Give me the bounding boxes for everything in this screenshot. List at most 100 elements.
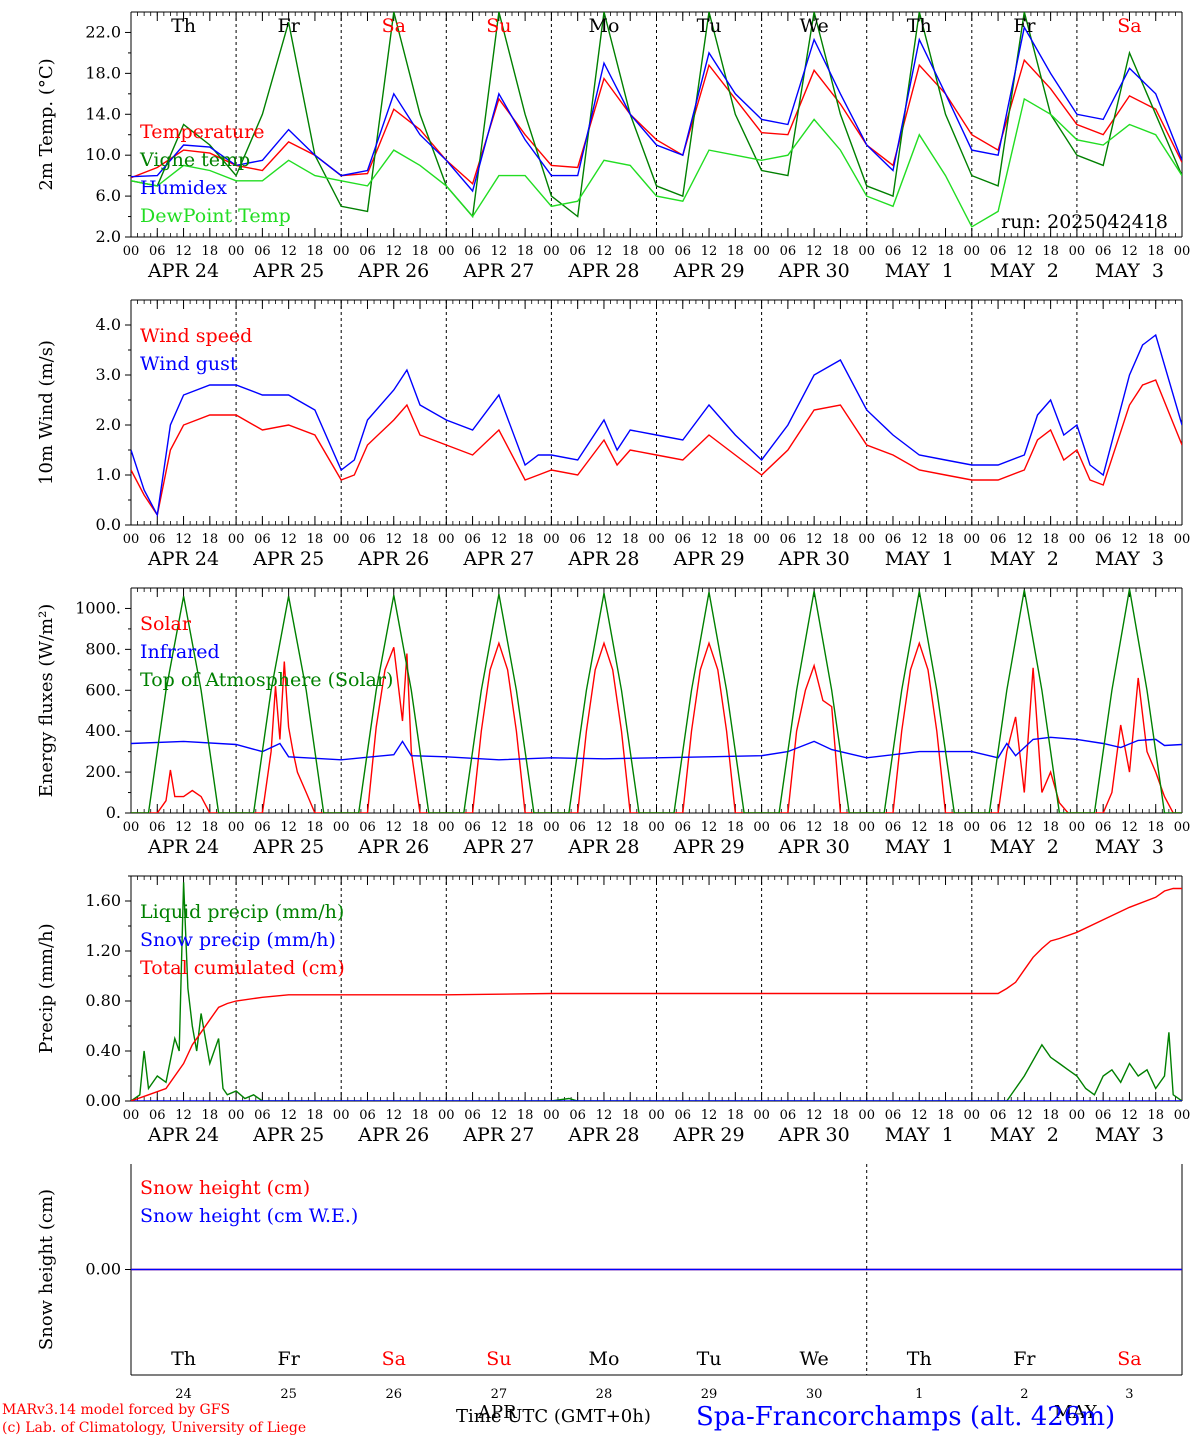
hour-tick-label: 00 [1174,532,1191,547]
hour-tick-label: 18 [937,1108,954,1123]
date-label: APR 26 [357,836,429,858]
series-line-humidex [131,25,1182,193]
y-tick-label: 0. [106,803,121,822]
hour-tick-label: 18 [202,532,219,547]
day-number: 2 [1020,1387,1028,1402]
weekday-label-bottom: Sa [1117,1348,1141,1370]
hour-tick-label: 06 [675,532,692,547]
hour-tick-label: 06 [990,820,1007,835]
hour-tick-label: 18 [307,820,324,835]
hour-tick-label: 12 [596,820,613,835]
hour-tick-label: 00 [333,532,350,547]
hour-tick-label: 18 [1042,1108,1059,1123]
hour-tick-label: 12 [175,1108,192,1123]
hour-tick-label: 12 [1121,1108,1138,1123]
hour-tick-label: 18 [307,1108,324,1123]
hour-tick-label: 18 [307,532,324,547]
y-tick-label: 0.0 [96,515,121,534]
date-label: APR 30 [778,260,850,282]
hour-tick-label: 00 [543,1108,560,1123]
hour-tick-label: 12 [175,820,192,835]
weekday-label: Th [907,15,932,37]
hour-tick-label: 06 [569,532,586,547]
hour-tick-label: 06 [990,532,1007,547]
hour-tick-label: 06 [149,532,166,547]
hour-tick-label: 00 [648,820,665,835]
hour-tick-label: 18 [1147,1108,1164,1123]
hour-tick-label: 00 [438,532,455,547]
hour-tick-label: 18 [622,244,639,259]
hour-tick-label: 12 [1121,820,1138,835]
hour-tick-label: 18 [202,244,219,259]
date-label: APR 28 [567,836,639,858]
hour-tick-label: 18 [517,1108,534,1123]
hour-tick-label: 18 [727,244,744,259]
hour-tick-label: 12 [806,244,823,259]
y-tick-label: 1000. [75,598,121,617]
series-line-dewpoint-temp [131,97,1182,228]
hour-tick-label: 18 [1042,244,1059,259]
hour-tick-label: 18 [412,532,429,547]
panel-precip: 00 06 12 18 00 06 12 18 00 06 12 18 00 06 12 18 00 06 12 18… [36,875,1190,1146]
run-label: run: 2025042418 [1001,211,1168,233]
date-label: MAY 2 [990,260,1059,282]
y-tick-label: 6.0 [96,186,121,205]
weekday-label-bottom: Sa [382,1348,406,1370]
y-tick-label: 22.0 [85,22,121,41]
day-number: 26 [385,1387,402,1402]
date-label: APR 29 [673,260,745,282]
y-tick-label: 4.0 [96,315,121,334]
day-number: 29 [701,1387,718,1402]
legend-entry: Solar [140,613,192,635]
hour-tick-label: 12 [491,244,508,259]
day-number: 27 [491,1387,508,1402]
date-label: MAY 1 [885,836,954,858]
hour-tick-label: 00 [438,244,455,259]
date-label: APR 24 [147,260,219,282]
hour-tick-label: 12 [1121,244,1138,259]
hour-tick-label: 00 [648,1108,665,1123]
panel-snow: 0.00 Snow height (cm) Snow height (cm) Snow… [36,1164,1183,1376]
hour-tick-label: 18 [937,244,954,259]
panel-wind: 00 06 12 18 00 06 12 18 00 06 12 18 00 06 12 18 00 06 12 18… [36,299,1191,570]
date-label: APR 27 [462,548,534,570]
series-line-vigne-temp [131,12,1182,219]
date-label: APR 28 [567,260,639,282]
hour-tick-label: 12 [911,532,928,547]
y-tick-label: 2.0 [96,227,121,246]
hour-tick-label: 06 [569,1108,586,1123]
hour-tick-label: 00 [333,820,350,835]
y-tick-label: 1.0 [96,465,121,484]
hour-tick-label: 18 [832,244,849,259]
hour-tick-label: 12 [491,820,508,835]
hour-tick-label: 00 [543,244,560,259]
date-label: APR 25 [252,836,324,858]
hour-tick-label: 12 [806,532,823,547]
hour-tick-label: 00 [228,820,245,835]
hour-tick-label: 06 [1095,532,1112,547]
hour-tick-label: 06 [1095,820,1112,835]
hour-tick-label: 00 [1174,244,1191,259]
hour-tick-label: 18 [832,820,849,835]
hour-tick-label: 06 [885,1108,902,1123]
hour-tick-label: 18 [1147,244,1164,259]
hour-tick-label: 06 [359,820,376,835]
day-number: 30 [806,1387,823,1402]
hour-tick-label: 00 [964,1108,981,1123]
hour-tick-label: 18 [727,532,744,547]
hour-tick-label: 00 [228,244,245,259]
date-label: APR 24 [147,1124,219,1146]
hour-tick-label: 00 [858,1108,875,1123]
hour-tick-label: 18 [937,532,954,547]
series-line-infrared [131,736,1182,761]
hour-tick-label: 18 [1147,820,1164,835]
date-label: APR 26 [357,1124,429,1146]
hour-tick-label: 12 [491,1108,508,1123]
hour-tick-label: 00 [123,532,140,547]
hour-tick-label: 06 [885,244,902,259]
date-label: APR 26 [357,260,429,282]
legend-entry: Snow height (cm) [140,1177,310,1199]
legend-entry: Vigne temp [139,149,250,171]
weekday-label-bottom: Mo [588,1348,619,1370]
hour-tick-label: 18 [832,1108,849,1123]
